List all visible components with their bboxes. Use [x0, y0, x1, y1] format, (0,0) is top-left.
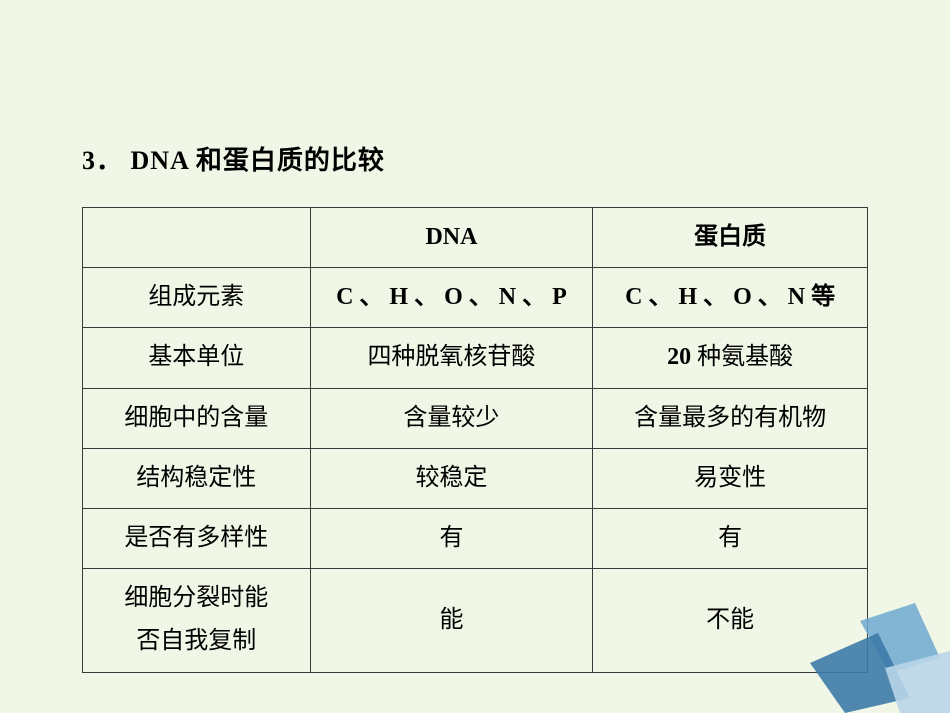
cell-protein: 含量最多的有机物	[593, 388, 868, 448]
section-number: 3	[82, 146, 96, 175]
row-label: 组成元素	[83, 268, 311, 328]
row-label: 结构稳定性	[83, 448, 311, 508]
row-label: 细胞中的含量	[83, 388, 311, 448]
section-text: DNA 和蛋白质的比较	[123, 146, 385, 175]
cell-protein: C 、 H 、 O 、 N 等	[593, 268, 868, 328]
table-row: 组成元素 C 、 H 、 O 、 N 、 P C 、 H 、 O 、 N 等	[83, 268, 868, 328]
cell-protein: 20 种氨基酸	[593, 328, 868, 388]
cell-dna: 有	[310, 508, 593, 568]
cell-protein: 易变性	[593, 448, 868, 508]
table-row: 基本单位 四种脱氧核苷酸 20 种氨基酸	[83, 328, 868, 388]
table-row: 细胞分裂时能否自我复制 能 不能	[83, 569, 868, 672]
row-label: 基本单位	[83, 328, 311, 388]
comparison-table: DNA 蛋白质 组成元素 C 、 H 、 O 、 N 、 P C 、 H 、 O…	[82, 207, 868, 673]
table-header-row: DNA 蛋白质	[83, 208, 868, 268]
table-row: 细胞中的含量 含量较少 含量最多的有机物	[83, 388, 868, 448]
table-row: 是否有多样性 有 有	[83, 508, 868, 568]
cell-dna: 能	[310, 569, 593, 672]
cell-protein-text: 种氨基酸	[697, 344, 793, 370]
row-label: 细胞分裂时能否自我复制	[83, 569, 311, 672]
cell-dna: 含量较少	[310, 388, 593, 448]
header-blank	[83, 208, 311, 268]
slide-content: 3． DNA 和蛋白质的比较 DNA 蛋白质 组成元素 C 、 H 、 O 、 …	[0, 0, 950, 673]
section-sep: ．	[96, 146, 123, 175]
cell-protein: 有	[593, 508, 868, 568]
cell-dna: 较稳定	[310, 448, 593, 508]
cell-protein: 不能	[593, 569, 868, 672]
row-label: 是否有多样性	[83, 508, 311, 568]
cell-dna: 四种脱氧核苷酸	[310, 328, 593, 388]
header-protein: 蛋白质	[593, 208, 868, 268]
section-title: 3． DNA 和蛋白质的比较	[82, 140, 868, 177]
cell-dna: C 、 H 、 O 、 N 、 P	[310, 268, 593, 328]
header-dna: DNA	[310, 208, 593, 268]
table-row: 结构稳定性 较稳定 易变性	[83, 448, 868, 508]
